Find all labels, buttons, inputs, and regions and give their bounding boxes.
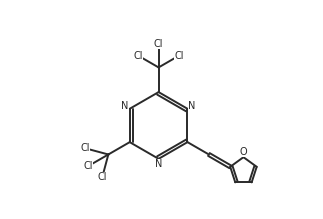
Text: Cl: Cl [81,143,90,153]
Text: Cl: Cl [83,161,93,171]
Text: N: N [188,101,196,111]
Text: Cl: Cl [154,39,163,49]
Text: O: O [240,147,247,157]
Text: N: N [121,101,129,111]
Text: Cl: Cl [98,172,107,182]
Text: N: N [155,159,162,169]
Text: Cl: Cl [133,51,143,61]
Text: Cl: Cl [174,51,184,61]
